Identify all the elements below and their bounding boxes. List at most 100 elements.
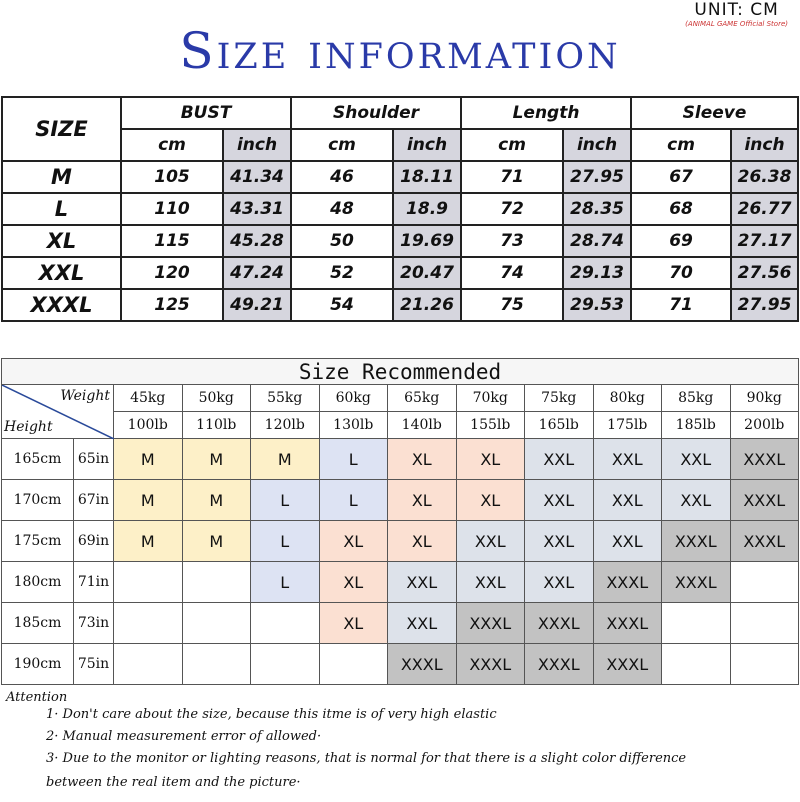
height-cm: 175cm	[1, 520, 74, 562]
subheader-row: cm inch cm inch cm inch cm inch	[2, 128, 800, 162]
inch-value: 29.53	[562, 288, 633, 322]
size-label: M	[1, 160, 122, 194]
cm-value: 115	[120, 224, 224, 258]
weight-kg: 75kg	[524, 384, 594, 412]
recommended-size: XL	[318, 520, 388, 562]
recommended-size: XXL	[524, 438, 594, 480]
recommended-size: M	[250, 438, 320, 480]
inch-value: 29.13	[562, 256, 633, 290]
weight-lb: 165lb	[524, 411, 594, 439]
recommended-size: XXXL	[661, 561, 731, 603]
inch-header: inch	[392, 128, 463, 162]
cm-value: 75	[460, 288, 565, 322]
recommended-size	[729, 602, 799, 644]
recommended-size: XXXL	[592, 643, 662, 685]
cm-value: 125	[120, 288, 224, 322]
group-header: Shoulder	[290, 96, 463, 130]
weight-label: Weight	[60, 388, 110, 404]
height-row: 165cm 65in M M M L XL XL XXL XXL XXL XXXL	[1, 438, 799, 480]
inch-value: 47.24	[221, 256, 293, 290]
cm-value: 74	[460, 256, 565, 290]
cm-value: 69	[630, 224, 733, 258]
inch-header: inch	[562, 128, 633, 162]
recommended-size: L	[250, 520, 320, 562]
group-header: BUST	[119, 96, 293, 130]
group-header: Sleeve	[630, 96, 800, 130]
recommended-size: XXXL	[524, 602, 594, 644]
weight-lb: 155lb	[455, 411, 525, 439]
size-recommended-table: Size Recommended Weight Height 45kg 50kg 55kg…	[1, 358, 799, 685]
height-label: Height	[4, 419, 53, 435]
recommended-size: XL	[318, 602, 388, 644]
attention-notes: Attention 1· Don't care about the size, …	[6, 690, 726, 802]
recommended-size: L	[318, 438, 388, 480]
inch-value: 26.77	[730, 192, 800, 226]
recommended-size: XXL	[524, 479, 594, 521]
recommended-size: XXXL	[729, 479, 799, 521]
recommended-size: M	[181, 520, 251, 562]
attention-item: 2· Manual measurement error of allowed·	[46, 729, 322, 744]
height-in: 73in	[73, 602, 114, 644]
recommended-size	[661, 643, 731, 685]
inch-value: 21.26	[392, 288, 463, 322]
cm-value: 110	[120, 192, 224, 226]
weight-lb: 200lb	[729, 411, 799, 439]
inch-value: 19.69	[392, 224, 463, 258]
weight-kg: 70kg	[455, 384, 525, 412]
cm-value: 120	[120, 256, 224, 290]
recommended-size: XL	[387, 520, 457, 562]
cm-value: 67	[630, 160, 733, 194]
cm-value: 46	[290, 160, 395, 194]
recommended-size: M	[113, 479, 183, 521]
recommended-size: XXXL	[592, 561, 662, 603]
recommended-size: M	[113, 520, 183, 562]
height-row: 185cm 73in XL XXL XXXL XXXL XXXL	[1, 602, 799, 644]
recommended-size: XXL	[524, 520, 594, 562]
recommended-size	[181, 643, 251, 685]
inch-value: 27.56	[730, 256, 800, 290]
inch-value: 28.35	[562, 192, 633, 226]
cm-header: cm	[630, 128, 733, 162]
page-title: Size information	[179, 22, 621, 80]
recommended-size: XXL	[387, 602, 457, 644]
size-row: XXXL 125 49.21 54 21.26 75 29.53 71 27.95	[1, 288, 800, 322]
inch-value: 27.95	[730, 288, 800, 322]
height-row: 180cm 71in L XL XXL XXL XXL XXXL XXXL	[1, 561, 799, 603]
recommended-size	[181, 602, 251, 644]
recommended-size: XXXL	[661, 520, 731, 562]
weight-lb: 185lb	[661, 411, 731, 439]
weight-lb: 140lb	[387, 411, 457, 439]
size-label: XXL	[1, 256, 122, 290]
recommended-size: XXXL	[729, 438, 799, 480]
size-table: SIZE BUST Shoulder Length Sleeve cm inch cm inch…	[1, 96, 800, 322]
cm-value: 50	[290, 224, 395, 258]
recommended-size: XXXL	[455, 643, 525, 685]
size-row: M 105 41.34 46 18.11 71 27.95 67 26.38	[1, 160, 800, 194]
recommended-size: XXL	[661, 438, 731, 480]
height-row: 190cm 75in XXXL XXXL XXXL XXXL	[1, 643, 799, 685]
size-label: L	[1, 192, 122, 226]
height-in: 75in	[73, 643, 114, 685]
recommended-size: XXL	[592, 520, 662, 562]
recommended-size: XXL	[455, 520, 525, 562]
cm-value: 54	[290, 288, 395, 322]
cm-value: 68	[630, 192, 733, 226]
recommended-size: XXXL	[387, 643, 457, 685]
recommended-size	[318, 643, 388, 685]
recommended-size: M	[113, 438, 183, 480]
inch-value: 18.11	[392, 160, 463, 194]
weight-kg: 65kg	[387, 384, 457, 412]
weight-lb: 175lb	[592, 411, 662, 439]
header-row: SIZE BUST Shoulder Length Sleeve	[1, 96, 800, 162]
recommended-size	[250, 602, 320, 644]
weight-kg: 45kg	[113, 384, 183, 412]
height-row: 170cm 67in M M L L XL XL XXL XXL XXL XXXL	[1, 479, 799, 521]
cm-value: 70	[630, 256, 733, 290]
recommended-size: M	[181, 438, 251, 480]
recommended-size: L	[250, 479, 320, 521]
recommended-size: L	[318, 479, 388, 521]
recommended-size: XXXL	[592, 602, 662, 644]
size-label: XXXL	[1, 288, 122, 322]
group-header: Length	[460, 96, 633, 130]
height-cm: 165cm	[1, 438, 74, 480]
